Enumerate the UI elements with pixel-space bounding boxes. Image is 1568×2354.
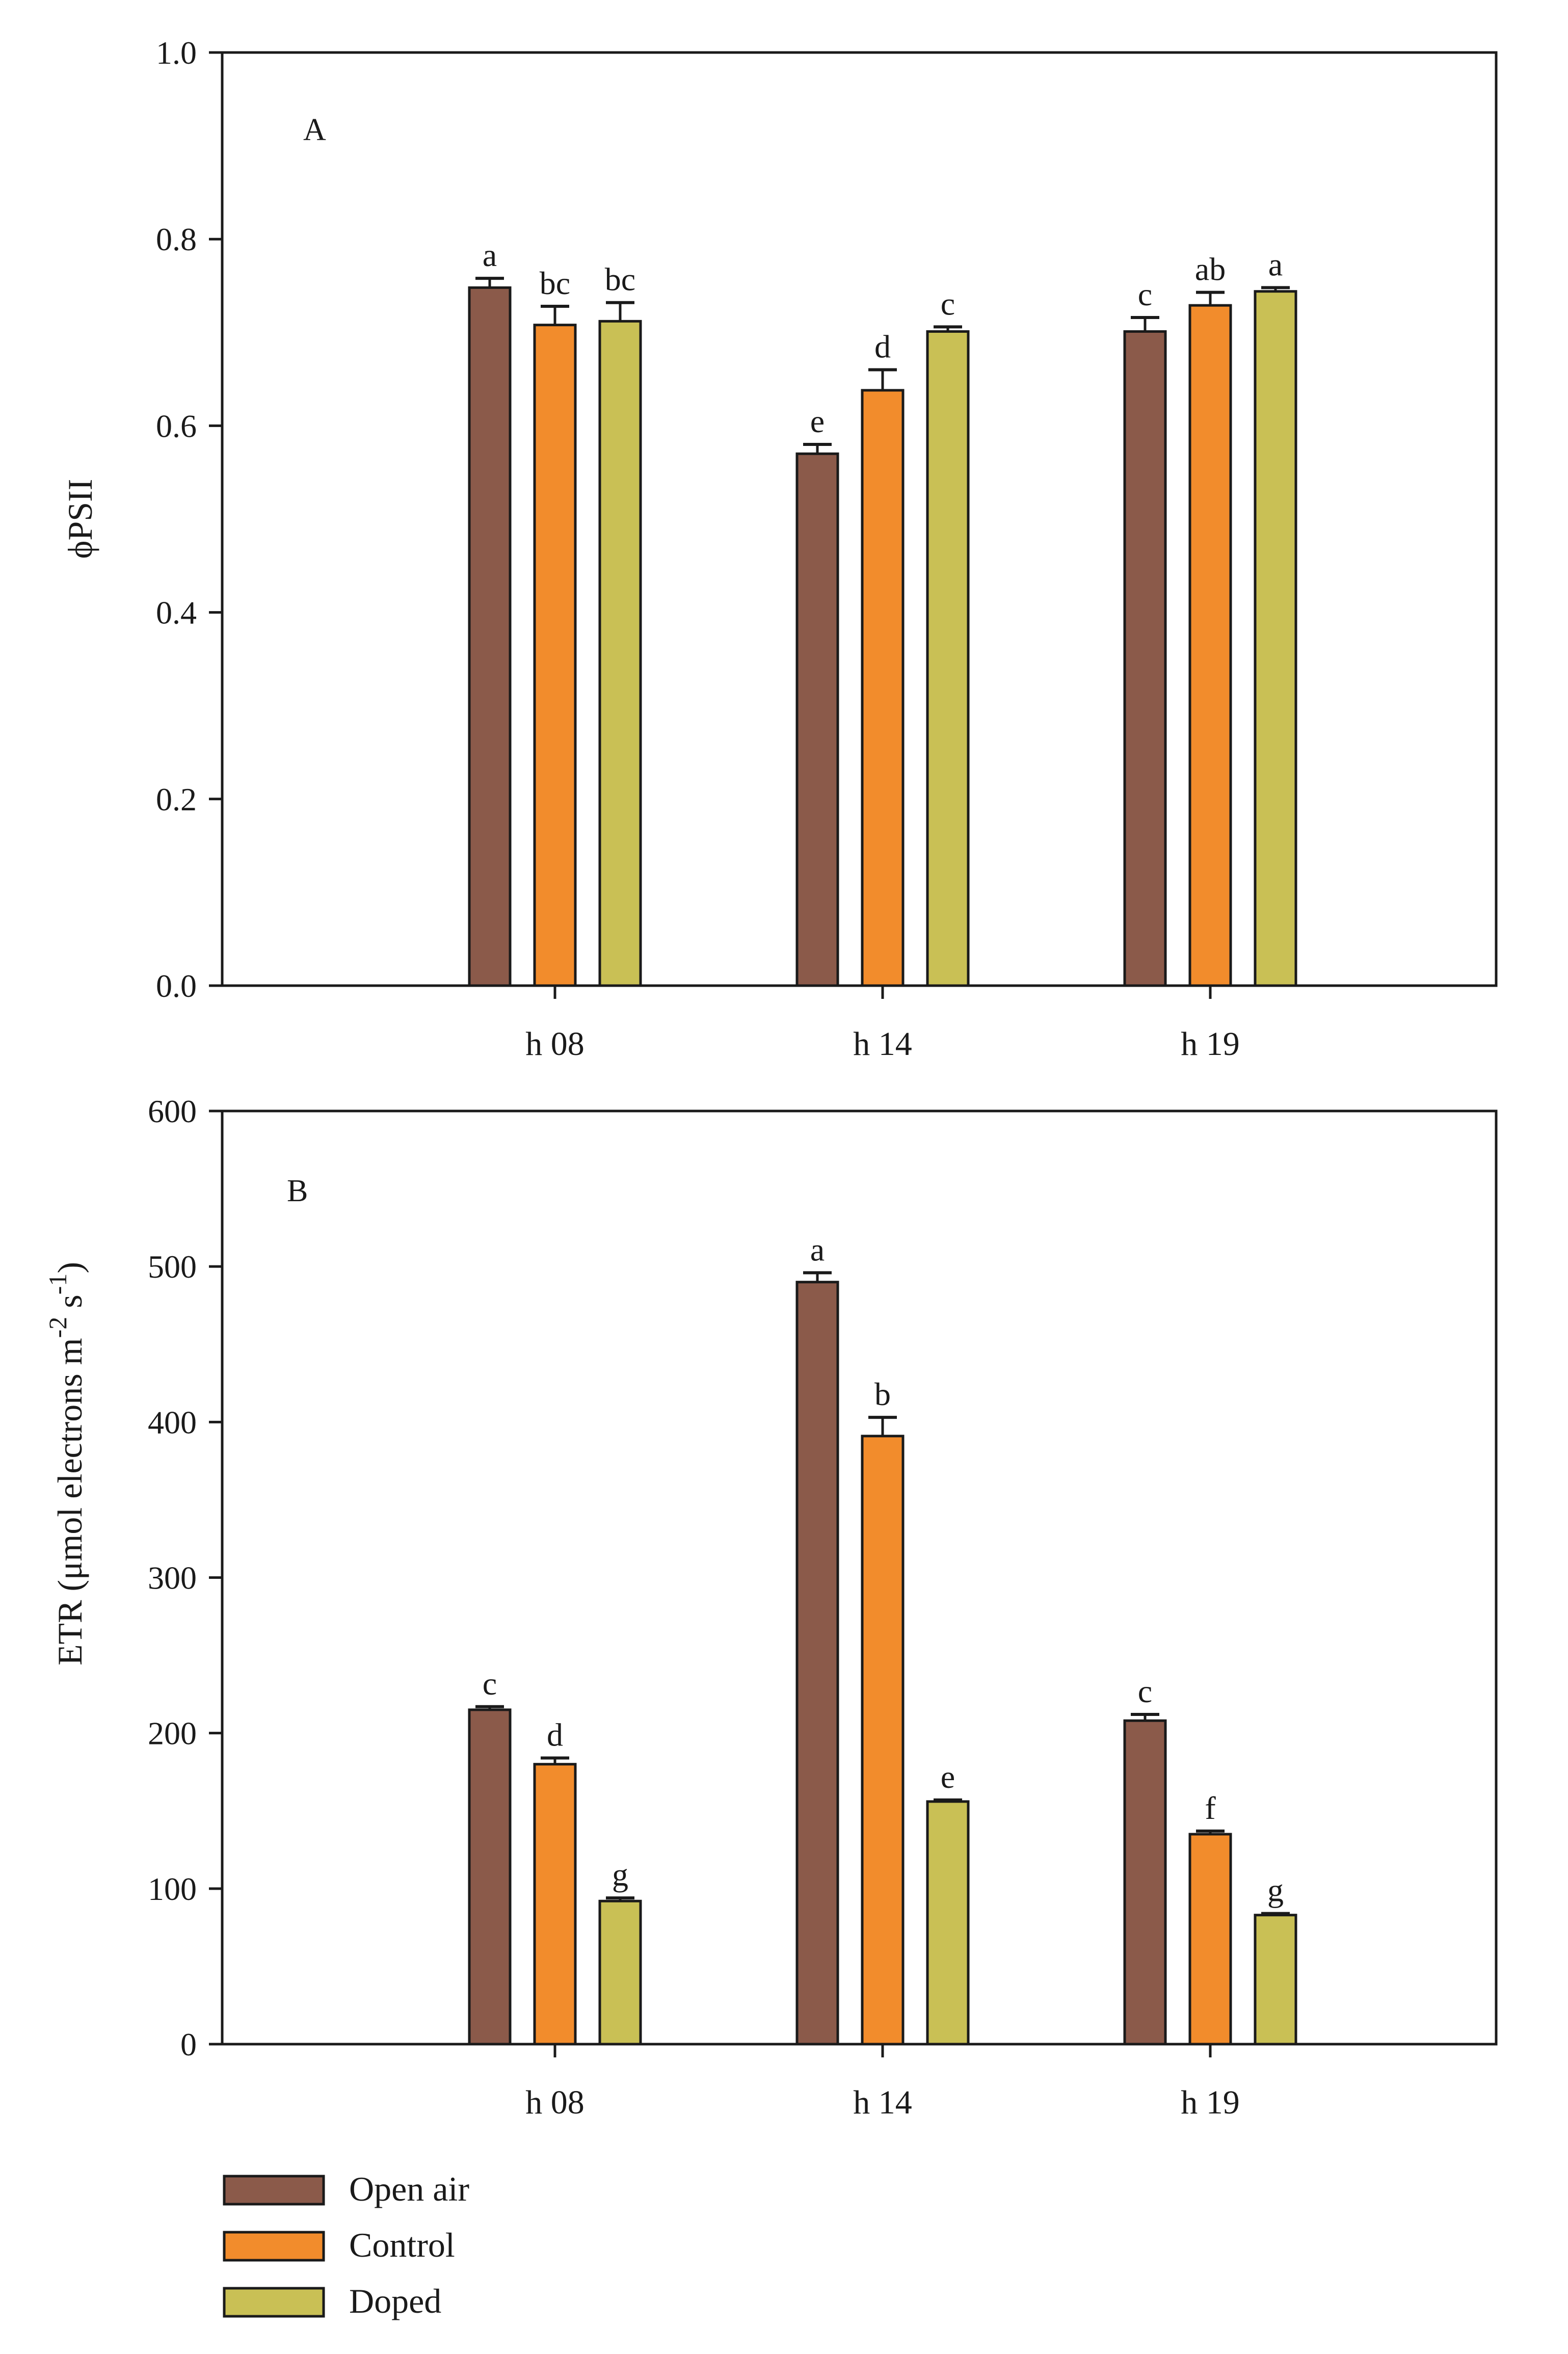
- panel-a-bar: [1254, 290, 1297, 987]
- panel-a-y-tick-label: 0.6: [156, 408, 197, 444]
- panel-b-x-tick-label: h 14: [853, 2084, 912, 2121]
- panel-b-significance-letter: d: [547, 1716, 563, 1753]
- panel-a-significance-letter: bc: [540, 265, 570, 301]
- panel-b-x-tick-label: h 08: [525, 2084, 584, 2121]
- panel-a-significance-letter: e: [810, 403, 825, 439]
- panel-a-bar: [468, 286, 512, 987]
- panel-b-y-tick-label: 100: [148, 1871, 197, 1907]
- panel-a-y-tick-label: 0.4: [156, 595, 197, 631]
- panel-b-y-tick-label: 500: [148, 1249, 197, 1285]
- panel-a-x-tick-label: h 19: [1181, 1025, 1240, 1063]
- panel-b-significance-letter: a: [810, 1231, 825, 1267]
- panel-b-significance-letter: c: [483, 1665, 497, 1702]
- panel-a-chart: A ϕPSII 0.00.20.40.60.81.0 h 08 h 14 h 19 …: [61, 35, 1498, 1063]
- legend-label: Open air: [349, 2170, 469, 2208]
- panel-a-x-tick-label: h 14: [853, 1025, 912, 1063]
- panel-a-significance-letter: c: [1138, 276, 1152, 312]
- panel-b-y-axis-title-main: ETR (μmol electrons m: [50, 1338, 89, 1665]
- panel-b-bar: [926, 1800, 970, 2046]
- panel-a-significance-letter: c: [941, 285, 955, 322]
- panel-b-significance-letter: e: [941, 1759, 955, 1795]
- panel-b-significance-letter: g: [1267, 1872, 1284, 1909]
- panel-a-bar: [533, 324, 577, 987]
- panel-b-significance-letter: f: [1205, 1790, 1216, 1826]
- panel-b-y-tick-label: 300: [148, 1560, 197, 1596]
- panel-a-bar: [1123, 330, 1167, 987]
- legend-swatch: [223, 2175, 325, 2206]
- panel-b-bar: [598, 1899, 642, 2046]
- panel-b-y-tick-label: 0: [180, 2026, 197, 2062]
- panel-a-bar: [795, 452, 839, 987]
- panel-a-y-tick-label: 1.0: [156, 35, 197, 71]
- panel-b-y-axis: 0 100 200 300 400 500 600: [148, 1093, 222, 2062]
- panel-a-y-tick-label: 0.2: [156, 781, 197, 817]
- panel-b-significance-letter: b: [874, 1376, 891, 1412]
- panel-a-significance-letter: bc: [605, 261, 635, 298]
- panel-b-bar: [468, 1708, 512, 2046]
- panel-b-bar: [861, 1435, 905, 2046]
- legend: Open air Control Doped: [223, 2170, 469, 2320]
- panel-b-significance-letter: g: [612, 1857, 628, 1893]
- panel-a-significance-letter: d: [874, 329, 891, 365]
- panel-b-chart: B ETR (μmol electrons m-2 s-1) 0 100 200 30…: [43, 1093, 1498, 2121]
- panel-b-bar: [1254, 1914, 1297, 2046]
- panel-a-x-tick-label: h 08: [525, 1025, 584, 1063]
- legend-swatch: [223, 2231, 325, 2262]
- panel-b-significance-letter: c: [1138, 1673, 1152, 1709]
- panel-a-bar: [598, 320, 642, 987]
- panel-a-significance-letter: ab: [1195, 251, 1226, 287]
- panel-b-bar: [1188, 1833, 1232, 2046]
- legend-swatch: [223, 2287, 325, 2318]
- panel-b-bars: c a c d b f g e g: [468, 1231, 1297, 2046]
- panel-b-y-axis-title-end: ): [50, 1262, 89, 1274]
- panel-b-y-tick-label: 200: [148, 1715, 197, 1752]
- panel-b-bar: [795, 1281, 839, 2046]
- panel-a-significance-letter: a: [483, 237, 497, 273]
- panel-b-y-axis-title: ETR (μmol electrons m-2 s-1): [43, 1262, 89, 1665]
- panel-a-y-axis: 0.0 0.2 0.4 0.6 0.8 1.0: [156, 35, 222, 1004]
- panel-b-y-tick-label: 600: [148, 1093, 197, 1129]
- panel-a-y-tick-label: 0.8: [156, 221, 197, 257]
- panel-a-bar: [1188, 304, 1232, 987]
- panel-b-x-axis: h 08 h 14 h 19: [525, 2044, 1240, 2121]
- panel-a-frame: [221, 51, 1498, 987]
- panel-b-bar: [1123, 1719, 1167, 2046]
- panel-a-y-axis-title: ϕPSII: [61, 479, 99, 559]
- panel-b-letter: B: [287, 1174, 308, 1208]
- panel-a-significance-letter: a: [1268, 246, 1283, 282]
- panel-a-letter: A: [303, 113, 326, 147]
- panel-b-y-axis-title-mid: s: [50, 1294, 89, 1316]
- legend-label: Doped: [349, 2282, 441, 2320]
- panel-a-bars: a e c bc d ab bc c a: [468, 237, 1297, 987]
- panel-a-bar: [926, 330, 970, 987]
- panel-b-y-tick-label: 400: [148, 1404, 197, 1440]
- panel-a-y-tick-label: 0.0: [156, 968, 197, 1004]
- panel-a-x-axis: h 08 h 14 h 19: [525, 986, 1240, 1063]
- panel-b-bar: [533, 1763, 577, 2046]
- legend-label: Control: [349, 2226, 455, 2264]
- panel-b-x-tick-label: h 19: [1181, 2084, 1240, 2121]
- panel-b-y-axis-title-sup2: -1: [43, 1274, 72, 1295]
- panel-b-y-axis-title-sup1: -2: [43, 1317, 72, 1338]
- panel-b-frame: [221, 1109, 1498, 2046]
- panel-a-bar: [861, 389, 905, 987]
